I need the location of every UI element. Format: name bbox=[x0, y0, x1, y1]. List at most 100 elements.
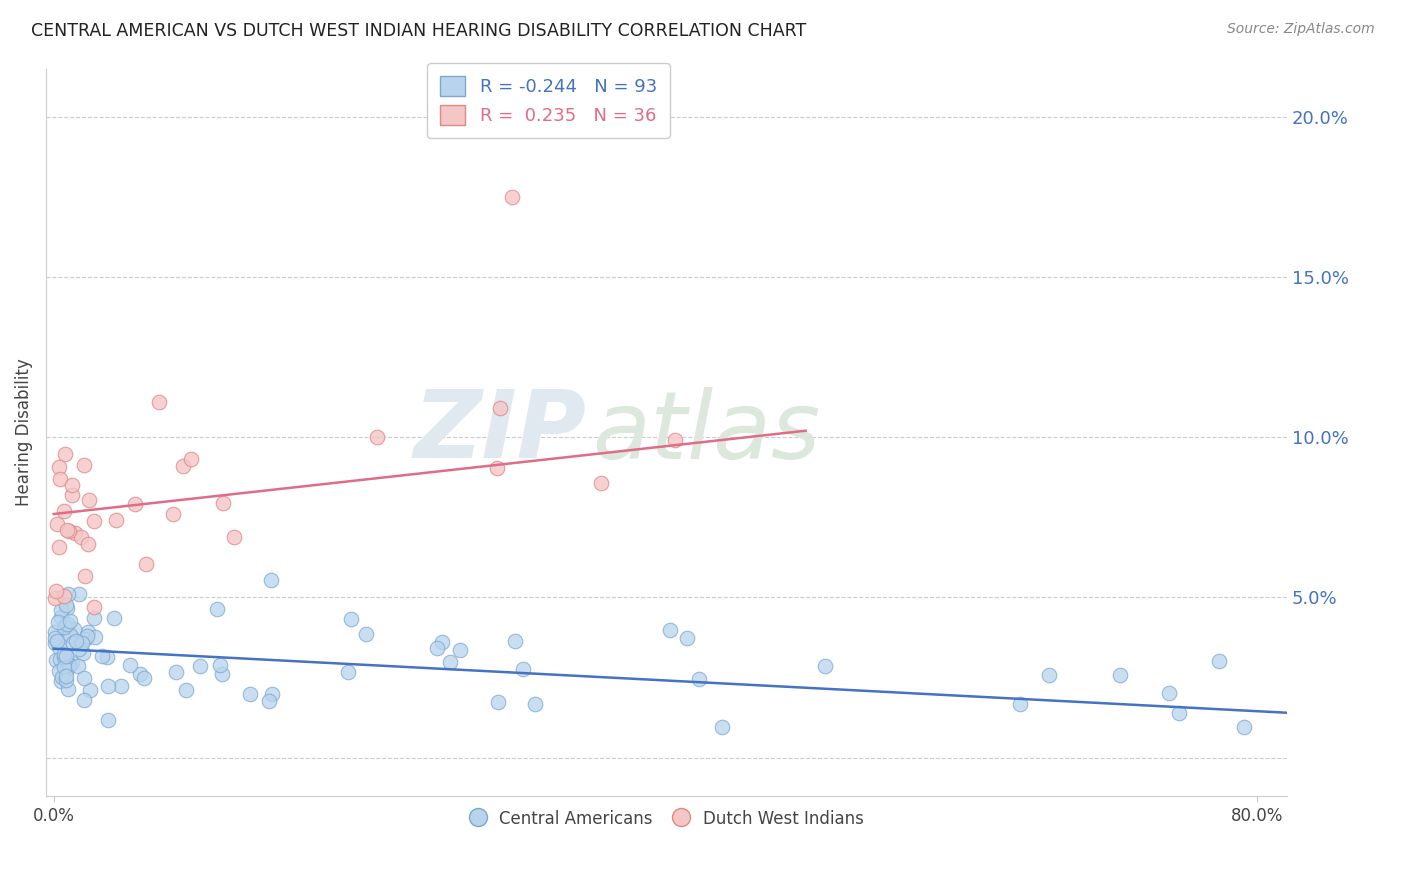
Point bbox=[45, 584, 67, 599]
Point bbox=[207, 601, 229, 615]
Point bbox=[356, 626, 378, 640]
Point bbox=[97, 713, 120, 727]
Point bbox=[124, 497, 146, 511]
Point bbox=[44, 631, 66, 645]
Point bbox=[188, 659, 211, 673]
Legend: Central Americans, Dutch West Indians: Central Americans, Dutch West Indians bbox=[463, 804, 870, 835]
Point bbox=[77, 492, 100, 507]
Point bbox=[814, 658, 837, 673]
Point bbox=[1167, 706, 1189, 721]
Point bbox=[83, 610, 105, 624]
Point bbox=[512, 661, 534, 675]
Point bbox=[103, 611, 125, 625]
Point bbox=[110, 679, 132, 693]
Point bbox=[48, 665, 70, 679]
Point bbox=[45, 633, 67, 648]
Point bbox=[75, 569, 97, 583]
Point bbox=[73, 671, 96, 685]
Point bbox=[55, 648, 77, 663]
Point bbox=[58, 681, 80, 696]
Point bbox=[48, 640, 70, 654]
Point bbox=[58, 524, 80, 538]
Point bbox=[1208, 654, 1230, 668]
Point bbox=[55, 673, 77, 687]
Point bbox=[48, 652, 70, 666]
Y-axis label: Hearing Disability: Hearing Disability bbox=[15, 359, 32, 506]
Point bbox=[688, 672, 710, 686]
Point bbox=[486, 460, 509, 475]
Point bbox=[72, 646, 94, 660]
Point bbox=[53, 647, 76, 661]
Point bbox=[73, 458, 96, 472]
Text: ZIP: ZIP bbox=[413, 386, 586, 478]
Point bbox=[60, 629, 83, 643]
Point bbox=[73, 693, 96, 707]
Point bbox=[44, 625, 66, 640]
Point bbox=[76, 537, 98, 551]
Point bbox=[211, 666, 233, 681]
Point bbox=[56, 587, 79, 601]
Point bbox=[52, 504, 75, 518]
Point bbox=[262, 687, 284, 701]
Point bbox=[426, 641, 449, 656]
Point bbox=[83, 599, 105, 614]
Point bbox=[49, 610, 72, 624]
Point bbox=[430, 634, 453, 648]
Point bbox=[48, 540, 70, 554]
Point bbox=[1038, 668, 1060, 682]
Point bbox=[48, 459, 70, 474]
Point bbox=[337, 665, 360, 679]
Point bbox=[53, 447, 76, 461]
Point bbox=[503, 634, 526, 648]
Point bbox=[90, 649, 112, 664]
Point bbox=[259, 573, 281, 587]
Point bbox=[56, 617, 79, 632]
Point bbox=[51, 673, 73, 688]
Point bbox=[176, 683, 198, 698]
Point bbox=[118, 657, 141, 672]
Point bbox=[55, 600, 77, 615]
Point bbox=[66, 659, 89, 673]
Point bbox=[56, 662, 79, 676]
Point bbox=[1010, 697, 1032, 711]
Point bbox=[56, 657, 79, 672]
Point bbox=[60, 488, 83, 502]
Point bbox=[664, 433, 686, 447]
Point bbox=[67, 587, 90, 601]
Point bbox=[49, 603, 72, 617]
Point bbox=[257, 694, 280, 708]
Point bbox=[128, 666, 150, 681]
Point bbox=[73, 632, 96, 646]
Point bbox=[1157, 686, 1180, 700]
Point bbox=[53, 620, 76, 634]
Point bbox=[45, 516, 67, 531]
Point bbox=[180, 452, 202, 467]
Point bbox=[55, 669, 77, 683]
Point bbox=[439, 655, 461, 669]
Point bbox=[676, 632, 699, 646]
Point bbox=[224, 530, 246, 544]
Point bbox=[208, 658, 231, 673]
Point bbox=[76, 629, 98, 643]
Point bbox=[658, 624, 681, 638]
Point bbox=[53, 649, 76, 664]
Point bbox=[96, 650, 118, 665]
Point bbox=[239, 687, 262, 701]
Point bbox=[486, 695, 509, 709]
Point bbox=[211, 495, 233, 509]
Point bbox=[58, 657, 80, 671]
Point bbox=[65, 634, 87, 648]
Point bbox=[76, 624, 98, 639]
Point bbox=[135, 557, 157, 571]
Text: CENTRAL AMERICAN VS DUTCH WEST INDIAN HEARING DISABILITY CORRELATION CHART: CENTRAL AMERICAN VS DUTCH WEST INDIAN HE… bbox=[31, 22, 806, 40]
Point bbox=[62, 636, 84, 650]
Point bbox=[46, 615, 69, 629]
Point bbox=[97, 679, 120, 693]
Point bbox=[44, 636, 66, 650]
Point bbox=[162, 507, 184, 521]
Point bbox=[340, 612, 363, 626]
Point bbox=[1109, 667, 1132, 681]
Point bbox=[488, 401, 510, 416]
Point bbox=[134, 671, 156, 685]
Point bbox=[58, 657, 80, 672]
